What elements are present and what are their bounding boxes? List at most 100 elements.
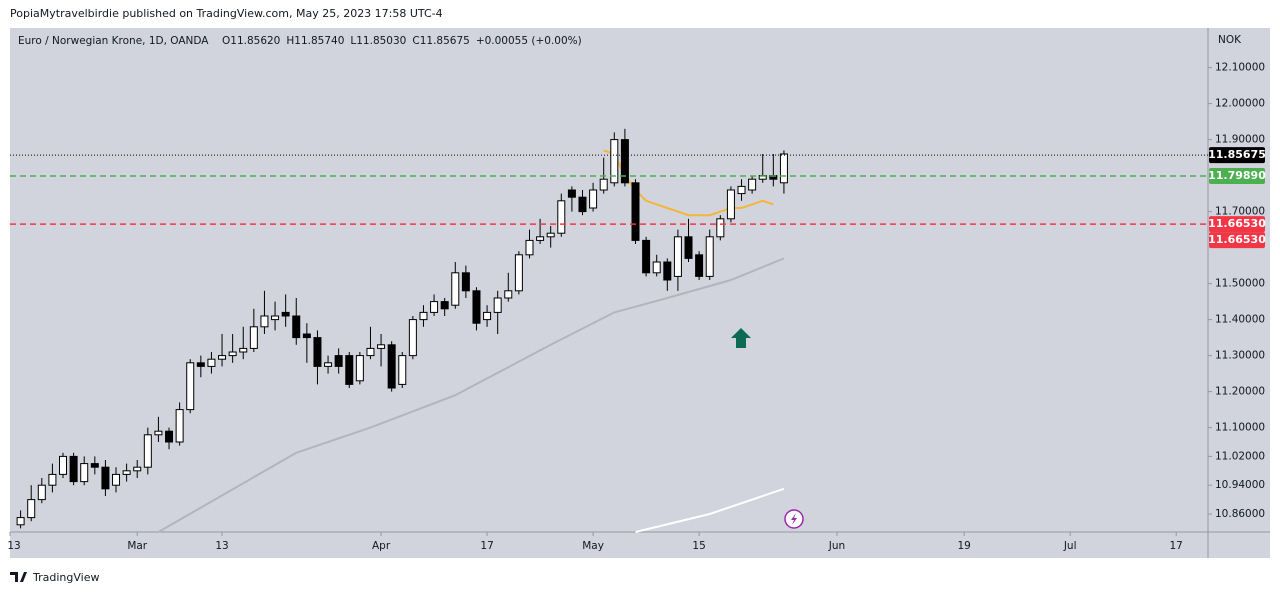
candle-body (239, 347, 248, 353)
candle-body (345, 355, 354, 385)
y-tick-label: 12.00000 (1215, 98, 1265, 110)
candle-body (80, 463, 89, 483)
candle-body (133, 466, 142, 472)
candle-body (292, 315, 301, 339)
candle-body (37, 484, 46, 501)
y-tick-label: 11.40000 (1215, 314, 1265, 326)
x-tick-label: Jul (1063, 540, 1077, 552)
event-icon (784, 509, 804, 529)
candle-body (440, 301, 449, 310)
candle-body (589, 189, 598, 209)
candle-body (59, 455, 68, 475)
y-tick-label: 11.10000 (1215, 422, 1265, 434)
candle-body (642, 239, 651, 274)
candle-body (493, 297, 502, 313)
candle-body (726, 189, 735, 220)
candle-body (249, 326, 258, 349)
candle-body (599, 178, 608, 191)
ohlc-value: 11.85740 (294, 35, 344, 47)
candle-body (90, 463, 99, 468)
candle-body (112, 473, 121, 486)
up-arrow-icon (731, 328, 751, 348)
ohlc-value: 11.85620 (230, 35, 280, 47)
candle-body (355, 355, 364, 382)
candle-body (514, 254, 523, 292)
candle-body (610, 139, 619, 184)
ohlc-key: H (286, 35, 294, 47)
candle-body (398, 355, 407, 385)
candle-body (48, 473, 57, 486)
candle-body (504, 290, 513, 299)
x-tick-label: Jun (828, 540, 845, 552)
candle-body (578, 196, 587, 213)
candle-body (461, 272, 470, 292)
candle-body (737, 185, 746, 195)
y-tick-label: 12.10000 (1215, 62, 1265, 74)
candle-body (313, 337, 322, 367)
candle-body (366, 347, 375, 357)
chart-background (10, 28, 1270, 558)
ohlc-key: C (412, 35, 419, 47)
x-tick-label: 13 (7, 540, 20, 552)
candle-body (196, 362, 205, 367)
candle-body (620, 139, 629, 184)
candle-body (387, 344, 396, 389)
candle-body (165, 430, 174, 443)
candle-body (101, 466, 110, 490)
candle-body (122, 470, 131, 475)
candle-body (716, 218, 725, 238)
price-label: 11.66530 (1208, 217, 1266, 230)
candle-body (408, 319, 417, 357)
y-tick-label: 11.20000 (1215, 386, 1265, 398)
moving-average (157, 257, 785, 533)
candle-body (260, 315, 269, 328)
candle-body (748, 178, 757, 191)
price-label: 11.66530 (1208, 233, 1266, 246)
candle-body (377, 344, 386, 349)
x-tick-label: 17 (1170, 540, 1183, 552)
candle-body (334, 355, 343, 367)
candle-body (684, 236, 693, 259)
brand: TradingView (32, 571, 99, 584)
candle-body (281, 311, 290, 317)
candle-body (186, 362, 195, 411)
candle-body (16, 517, 25, 526)
x-tick-label: Mar (127, 540, 147, 552)
candle-body (695, 254, 704, 277)
x-tick-label: 13 (215, 540, 228, 552)
candle-body (557, 200, 566, 234)
y-tick-label: 10.86000 (1215, 508, 1265, 520)
price-label: 11.85675 (1208, 148, 1266, 161)
price-label-bg (1209, 167, 1265, 184)
price-label-bg (1209, 216, 1265, 233)
candle-body (483, 311, 492, 321)
candle-body (652, 261, 661, 274)
candle-body (430, 301, 439, 313)
candle-body (271, 315, 280, 321)
candle-body (451, 272, 460, 306)
ohlc-legend: O11.85620 H11.85740 L11.85030 C11.85675 +0.0… (222, 35, 582, 47)
candle-body (228, 351, 237, 357)
y-tick-label: 11.02000 (1215, 450, 1265, 462)
price-label-bg (1209, 147, 1265, 164)
candle-body (546, 232, 555, 238)
candle-body (154, 430, 163, 436)
candle-body (302, 333, 311, 339)
ohlc-key: O (222, 35, 230, 47)
x-tick-label: 17 (480, 540, 493, 552)
y-tick-label: 11.50000 (1215, 278, 1265, 290)
candle-body (324, 362, 333, 367)
candle-body (673, 236, 682, 277)
candle-body (536, 236, 545, 241)
y-tick-label: 11.90000 (1215, 134, 1265, 146)
candle-body (663, 261, 672, 281)
y-tick-label: 11.30000 (1215, 350, 1265, 362)
brand-logo (10, 572, 27, 582)
candle-body (69, 455, 78, 483)
candle-body (705, 236, 714, 277)
x-tick-label: Apr (372, 540, 391, 552)
ohlc-value: 11.85675 (420, 35, 470, 47)
candle-body (175, 409, 184, 443)
candle-body (27, 499, 36, 519)
